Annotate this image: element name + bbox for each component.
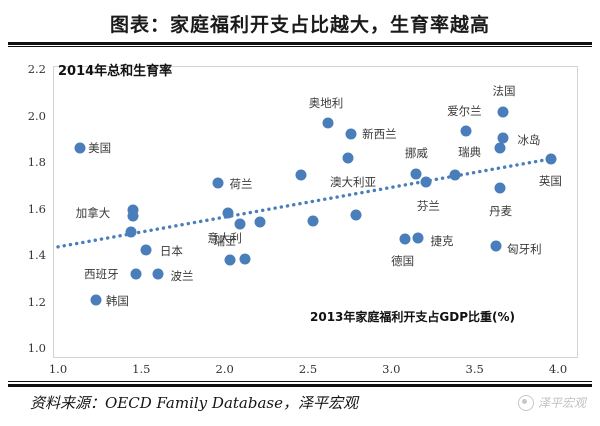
scatter-point [497, 132, 509, 144]
point-label: 西班牙 [84, 266, 119, 281]
point-label: 新西兰 [362, 127, 397, 142]
point-label: 奥地利 [308, 96, 344, 111]
scatter-point [490, 240, 502, 252]
x-axis-tick-label: 2.5 [298, 362, 318, 376]
y-axis-tick-label: 2.2 [27, 62, 46, 76]
point-label: 加拿大 [75, 205, 111, 220]
point-label: 德国 [391, 254, 415, 269]
scatter-point [130, 268, 142, 280]
x-axis-title: 2013年家庭福利开支占GDP比重(%) [310, 310, 515, 324]
point-label: 波兰 [170, 268, 194, 283]
point-label: 荷兰 [229, 176, 253, 191]
scatter-point [125, 226, 137, 238]
scatter-point [494, 182, 506, 194]
scatter-point [342, 152, 354, 164]
watermark: 泽平宏观 [517, 394, 586, 411]
source-text: 资料来源：OECD Family Database，泽平宏观 [30, 394, 358, 412]
scatter-point [494, 142, 506, 154]
scatter-point [497, 106, 509, 118]
point-label: 匈牙利 [507, 242, 542, 257]
point-label: 芬兰 [416, 199, 440, 214]
x-axis-tick-label: 1.0 [48, 362, 68, 376]
point-label: 意大利 [207, 231, 242, 246]
scatter-point [345, 128, 357, 140]
point-label: 爱尔兰 [447, 104, 482, 119]
x-axis-tick-label: 3.5 [465, 362, 484, 376]
scatter-point [152, 268, 164, 280]
chart-area: 2014年总和生育率 2013年家庭福利开支占GDP比重(%) 1.0 1.2 1.… [0, 52, 600, 382]
scatter-point [410, 168, 422, 180]
source-divider-thick [8, 384, 592, 387]
scatter-point [90, 294, 102, 306]
point-label: 冰岛 [517, 133, 541, 148]
scatter-point [460, 125, 472, 137]
scatter-point [449, 169, 461, 181]
scatter-point [127, 210, 139, 222]
point-label: 瑞典 [458, 144, 482, 159]
y-axis-tick-label: 1.2 [27, 294, 46, 309]
title-divider-thick [8, 42, 592, 45]
scatter-point [307, 215, 319, 227]
scatter-point [322, 117, 334, 129]
scatter-point [234, 218, 246, 230]
scatter-point [545, 153, 557, 165]
point-label: 英国 [538, 174, 562, 189]
scatter-point [412, 232, 424, 244]
title-divider-thin [8, 46, 592, 47]
title-block: 图表：家庭福利开支占比越大，生育率越高 [0, 0, 600, 47]
point-label: 韩国 [105, 294, 129, 309]
scatter-point [127, 204, 139, 216]
point-label: 瑞士 [213, 234, 237, 249]
y-axis-tick-label: 1.0 [27, 341, 46, 355]
x-axis-tick-label: 2.0 [215, 362, 234, 376]
scatter-point [239, 253, 251, 265]
circle-logo-icon [517, 394, 534, 411]
scatter-point [224, 254, 236, 266]
scatter-point [420, 176, 432, 188]
y-axis-tick-label: 1.6 [27, 201, 46, 216]
y-axis-title: 2014年总和生育率 [58, 64, 173, 79]
scatter-point [222, 207, 234, 219]
scatter-point [254, 216, 266, 228]
scatter-point [74, 142, 86, 154]
x-axis-tick-label: 4.0 [548, 362, 568, 376]
y-axis-tick-label: 2.0 [27, 108, 46, 123]
point-label: 丹麦 [489, 204, 513, 219]
scatter-point [295, 169, 307, 181]
point-label: 澳大利亚 [330, 175, 376, 190]
point-label: 捷克 [430, 233, 454, 248]
source-divider-thin [8, 381, 592, 382]
scatter-point [350, 209, 362, 221]
y-axis-tick-label: 1.8 [27, 155, 46, 169]
scatter-point [140, 244, 152, 256]
scatter-point [212, 177, 224, 189]
y-axis-tick-label: 1.4 [27, 248, 46, 262]
point-label: 美国 [88, 140, 112, 155]
x-axis-tick-label: 1.5 [132, 362, 151, 376]
x-axis-tick-label: 3.0 [382, 362, 401, 376]
watermark-label: 泽平宏观 [537, 396, 586, 410]
page-title: 图表：家庭福利开支占比越大，生育率越高 [109, 14, 490, 36]
point-label: 挪威 [404, 145, 428, 160]
point-label: 法国 [492, 84, 516, 99]
scatter-point [399, 233, 411, 245]
point-label: 日本 [159, 244, 183, 259]
